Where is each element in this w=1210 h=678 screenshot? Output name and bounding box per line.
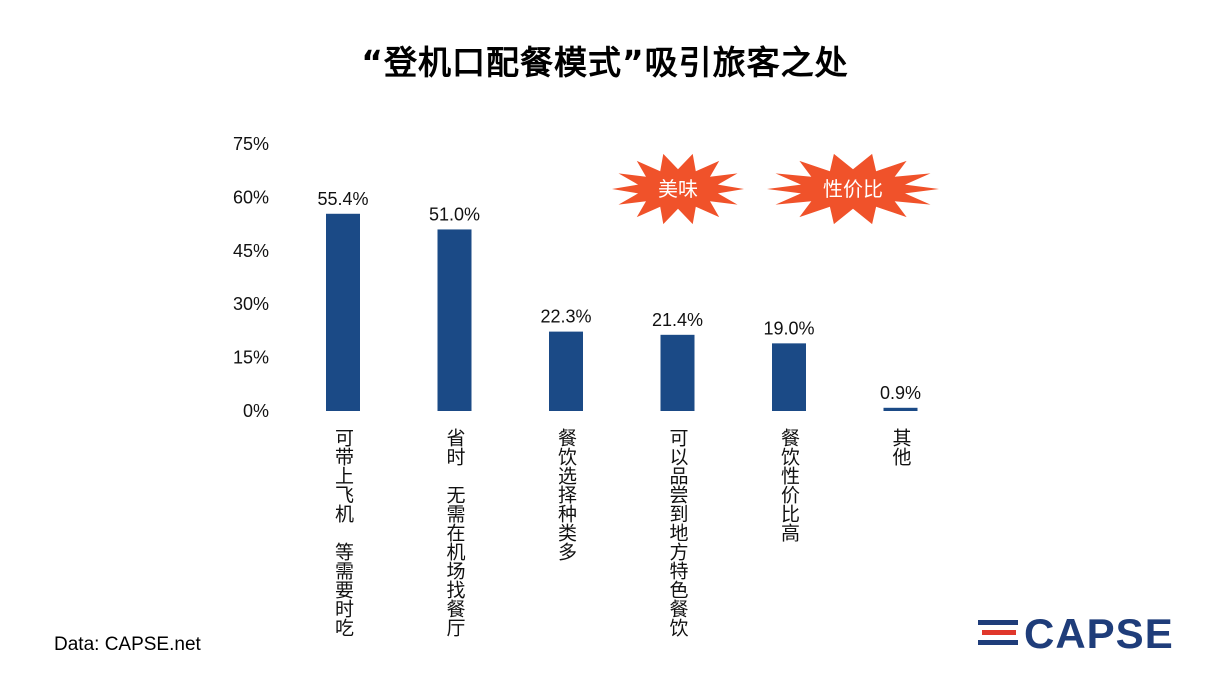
category-label: 可带上飞机 等需要时吃 [332,428,354,637]
highlight-label: 美味 [658,177,698,201]
logo-text: CAPSE [1024,610,1174,657]
logo-stripe [978,640,1018,645]
bar-value-label: 22.3% [540,307,591,327]
logo-stripe [978,620,1018,625]
bar [660,334,695,411]
y-tick-label: 45% [233,241,269,261]
y-tick-label: 75% [233,134,269,154]
starburst-shape [612,153,744,225]
data-source: Data: CAPSE.net [54,634,201,655]
bar [326,213,360,411]
highlight-label: 性价比 [823,177,883,201]
category-label: 其他 [889,428,912,466]
category-label: 可以品尝到地方特色餐饮 [666,428,689,637]
category-label: 餐饮选择种类多 [555,428,577,561]
bars [326,213,918,411]
bar [549,331,583,411]
value-labels: 55.4% 51.0% 22.3% 21.4% 19.0% 0.9% [317,189,921,403]
highlight-bursts: 美味 性价比 [612,153,939,225]
bar [437,229,472,411]
category-label: 餐饮性价比高 [778,428,800,542]
bar-value-label: 0.9% [880,383,921,403]
page-title: “登机口配餐模式”吸引旅客之处 [361,43,849,82]
bar [772,343,806,411]
bar-value-label: 51.0% [429,204,480,224]
bar-value-label: 21.4% [652,310,703,330]
y-tick-label: 30% [233,294,269,314]
y-tick-label: 15% [233,348,269,368]
y-axis-ticks: 0% 15% 30% 45% 60% 75% [233,134,269,421]
starburst-shape [767,153,939,225]
logo-stripe [982,630,1016,635]
category-label: 省时 无需在机场找餐厅 [443,428,466,637]
capse-logo: CAPSE [978,610,1188,657]
bar [883,407,918,411]
y-tick-label: 0% [243,401,269,421]
bar-value-label: 19.0% [763,318,814,338]
bar-value-label: 55.4% [317,189,368,209]
y-tick-label: 60% [233,187,269,207]
